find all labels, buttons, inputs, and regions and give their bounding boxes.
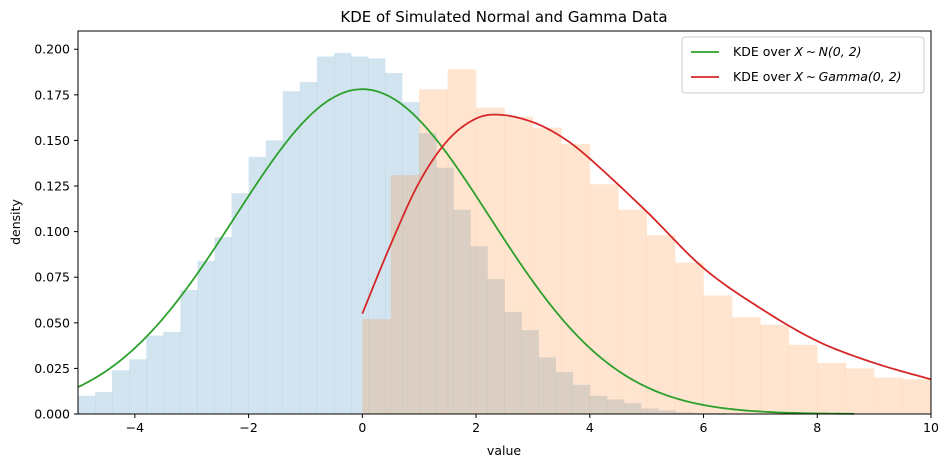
histogram-bar (470, 246, 488, 414)
histogram-bar (646, 235, 676, 414)
x-tick-label: 2 (472, 420, 480, 435)
histogram-bar (402, 102, 420, 414)
y-tick-label: 0.025 (34, 361, 70, 376)
histogram-bar (231, 193, 249, 414)
histogram-bar (874, 377, 903, 414)
histogram-bar (163, 331, 181, 414)
x-tick-label: 4 (586, 420, 594, 435)
histogram-bar (282, 91, 301, 414)
histogram-bar (845, 368, 875, 414)
histogram-bar (902, 379, 932, 414)
y-tick-label: 0.050 (34, 315, 70, 330)
histogram-bar (504, 116, 534, 414)
histogram-bar (675, 262, 704, 414)
y-tick-label: 0.200 (34, 42, 70, 57)
chart-title: KDE of Simulated Normal and Gamma Data (340, 8, 667, 26)
histogram-bar (589, 184, 619, 414)
histogram-bar (180, 289, 198, 414)
histogram-bar (453, 209, 471, 414)
histogram-bar (362, 319, 392, 414)
histogram-bar (436, 167, 454, 414)
histogram-bar (572, 384, 591, 414)
x-tick-label: −2 (239, 420, 257, 435)
histogram-bar (760, 324, 790, 414)
histogram-bar (589, 395, 608, 414)
histogram-bar (640, 408, 659, 414)
histogram-bar (555, 372, 574, 414)
histogram-bar (78, 395, 96, 414)
legend-math: X ∼ Gamma(0, 2) (794, 69, 902, 84)
y-tick-label: 0.000 (34, 407, 70, 422)
histogram-bar (487, 279, 505, 414)
x-axis-ticks: −4 −2 0 2 4 6 8 10 (126, 414, 939, 435)
histogram-bar (538, 357, 556, 414)
histogram-bar (532, 127, 562, 415)
y-axis-label: density (8, 198, 23, 244)
legend-label-normal: KDE over X ∼ N(0, 2) (733, 44, 862, 59)
histogram-bar (731, 317, 761, 414)
histogram-bar (623, 403, 642, 414)
histogram-bar (350, 56, 369, 415)
kde-gamma-line (361, 113, 932, 381)
histogram-bar (419, 89, 448, 414)
x-tick-label: 0 (358, 420, 366, 435)
histogram-bar (95, 392, 113, 414)
y-tick-label: 0.100 (34, 224, 70, 239)
plot-area (77, 52, 932, 415)
axes-frame (77, 30, 932, 415)
histogram-bar (561, 144, 591, 415)
histogram-layer (78, 52, 932, 415)
histogram-bar (214, 237, 232, 414)
histogram-bar (675, 412, 693, 414)
x-tick-label: 6 (700, 420, 708, 435)
histogram-bar (299, 82, 318, 415)
histogram-bar (606, 399, 625, 414)
kde-line-layer (77, 88, 932, 415)
histogram-bar (618, 209, 647, 414)
y-tick-label: 0.125 (34, 179, 70, 194)
histogram-bar (504, 311, 522, 414)
histogram-bar (129, 359, 147, 414)
histogram-bar (248, 156, 266, 415)
x-axis-label: value (487, 443, 521, 458)
kde-normal-line (77, 88, 855, 415)
histogram-bar (385, 72, 403, 414)
histogram-bar (658, 410, 676, 414)
histogram-bar (521, 330, 539, 414)
x-tick-label: 8 (813, 420, 821, 435)
histogram-bar (390, 175, 420, 414)
histogram-bar (146, 335, 164, 414)
histogram-bar (476, 107, 505, 414)
x-tick-label: 10 (923, 420, 939, 435)
legend-box (681, 36, 925, 94)
histogram-bar (368, 58, 386, 414)
histogram-bar (333, 52, 352, 415)
legend-prefix: KDE over (733, 69, 795, 84)
legend: KDE over X ∼ N(0, 2) KDE over X ∼ Gamma(… (681, 36, 925, 94)
y-tick-label: 0.150 (34, 133, 70, 148)
histogram-bar (419, 133, 437, 414)
histogram-bar (265, 140, 284, 414)
histogram-bar (112, 370, 130, 414)
legend-math: X ∼ N(0, 2) (794, 44, 862, 59)
legend-prefix: KDE over (733, 44, 795, 59)
histogram-bar (788, 344, 818, 414)
histogram-bar (817, 362, 846, 414)
histogram-bar (703, 295, 733, 414)
x-tick-label: −4 (126, 420, 144, 435)
y-axis-ticks: 0.000 0.025 0.050 0.075 0.100 0.125 0.150 0.175… (34, 42, 78, 422)
y-tick-label: 0.175 (34, 87, 70, 102)
histogram-bar (316, 56, 335, 415)
histogram-bar (197, 260, 215, 414)
legend-label-gamma: KDE over X ∼ Gamma(0, 2) (733, 69, 902, 84)
y-tick-label: 0.075 (34, 270, 70, 285)
